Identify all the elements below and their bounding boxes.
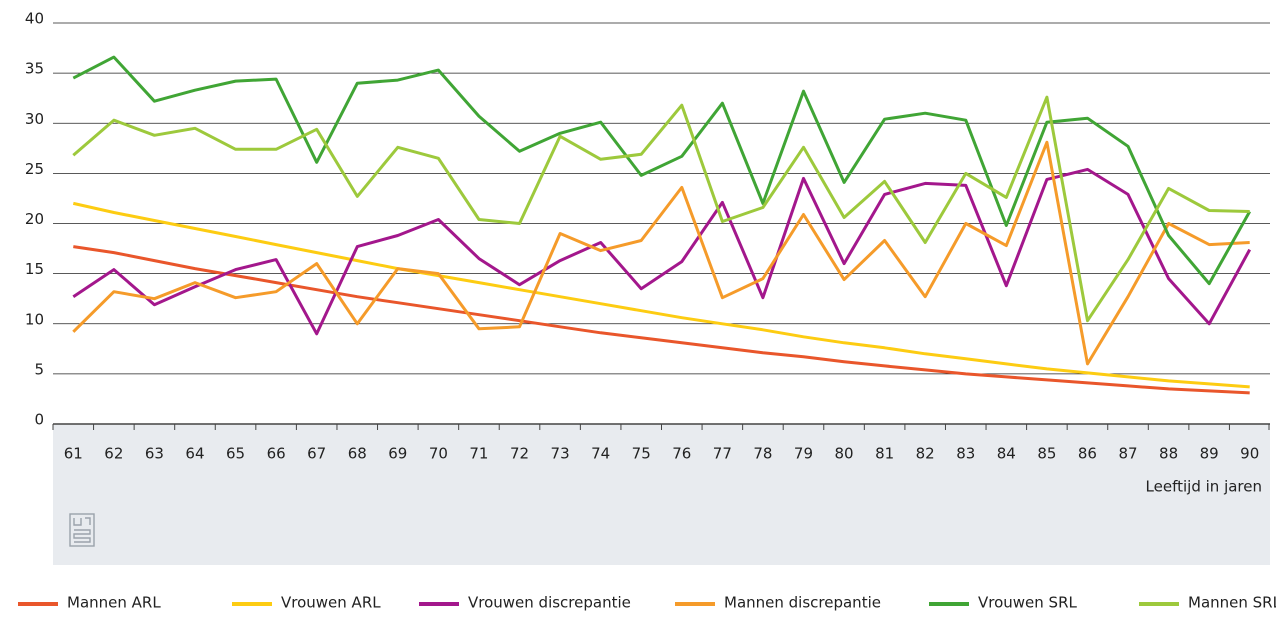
x-tick-label: 89	[1200, 445, 1219, 463]
x-tick-label: 87	[1118, 445, 1137, 463]
x-tick-label: 64	[185, 445, 204, 463]
x-tick-label: 63	[145, 445, 164, 463]
x-tick-label: 79	[794, 445, 813, 463]
series-line	[72, 140, 1250, 366]
x-tick-label: 65	[226, 445, 245, 463]
x-tick-label: 80	[835, 445, 854, 463]
x-tick-label: 88	[1159, 445, 1178, 463]
legend-label: Mannen SRL	[1188, 594, 1276, 612]
y-tick-label: 10	[25, 310, 44, 328]
x-tick-label: 84	[997, 445, 1016, 463]
x-tick-label: 68	[348, 445, 367, 463]
y-tick-label: 35	[25, 60, 44, 78]
x-tick-label: 71	[469, 445, 488, 463]
x-tick-label: 62	[104, 445, 123, 463]
x-axis-label: Leeftijd in jaren	[1146, 478, 1262, 496]
series-line	[72, 201, 1250, 389]
x-tick-label: 72	[510, 445, 529, 463]
y-tick-label: 5	[34, 360, 44, 378]
legend-label: Vrouwen ARL	[281, 594, 381, 612]
series-line	[72, 167, 1252, 336]
x-tick-label: 61	[64, 445, 83, 463]
x-tick-label: 81	[875, 445, 894, 463]
x-tick-label: 83	[956, 445, 975, 463]
legend-label: Vrouwen discrepantie	[468, 594, 631, 612]
legend-label: Mannen ARL	[67, 594, 161, 612]
x-tick-label: 66	[267, 445, 286, 463]
axis-band	[53, 424, 1270, 565]
x-tick-label: 69	[388, 445, 407, 463]
x-tick-label: 82	[916, 445, 935, 463]
y-tick-label: 40	[25, 10, 44, 28]
x-tick-label: 74	[591, 445, 610, 463]
x-tick-label: 90	[1240, 445, 1259, 463]
legend-label: Mannen discrepantie	[724, 594, 881, 612]
y-tick-label: 30	[25, 110, 44, 128]
x-tick-label: 73	[551, 445, 570, 463]
series-line	[73, 245, 1250, 395]
x-tick-label: 75	[632, 445, 651, 463]
series-line	[72, 95, 1250, 323]
x-tick-label: 70	[429, 445, 448, 463]
x-tick-label: 76	[672, 445, 691, 463]
x-tick-label: 85	[1037, 445, 1056, 463]
x-tick-label: 86	[1078, 445, 1097, 463]
x-tick-label: 78	[753, 445, 772, 463]
y-tick-label: 0	[34, 411, 44, 429]
legend-label: Vrouwen SRL	[978, 594, 1077, 612]
x-tick-label: 77	[713, 445, 732, 463]
y-tick-label: 20	[25, 210, 44, 228]
x-tick-label: 67	[307, 445, 326, 463]
logo	[69, 513, 95, 547]
y-tick-label: 25	[25, 160, 44, 178]
series-line	[72, 55, 1252, 286]
y-tick-label: 15	[25, 260, 44, 278]
